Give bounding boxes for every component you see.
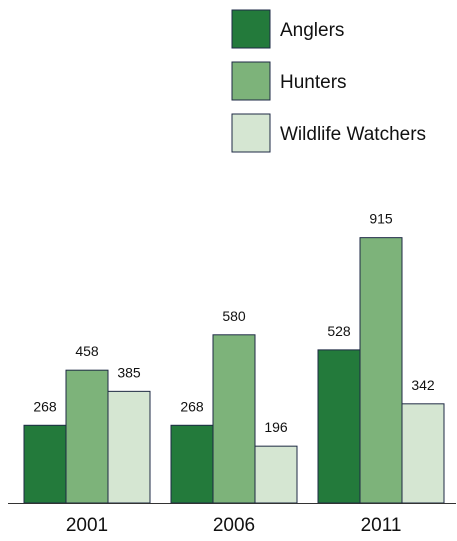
legend-swatch-wildlife-watchers (231, 113, 271, 153)
data-label-hunters-2011: 915 (369, 211, 393, 227)
data-label-anglers-2001: 268 (33, 398, 57, 414)
legend-label-hunters: Hunters (280, 72, 347, 93)
bar-anglers-2001 (23, 424, 67, 504)
x-tick-label-2006: 2006 (213, 515, 255, 536)
bar-wildlife-watchers-2006 (254, 445, 298, 504)
data-label-anglers-2011: 528 (327, 323, 351, 339)
bar-anglers-2006 (170, 424, 214, 504)
x-tick-label-2011: 2011 (361, 515, 402, 536)
legend: Anglers Hunters Wildlife Watchers (231, 9, 426, 153)
data-label-hunters-2006: 580 (222, 308, 246, 324)
data-label-wildlife-watchers-2001: 385 (117, 364, 141, 380)
data-label-hunters-2001: 458 (75, 343, 99, 359)
bar-hunters-2001 (65, 369, 109, 504)
bar-hunters-2006 (212, 334, 256, 504)
data-labels: 268 458 385 268 580 196 528 915 342 (33, 211, 435, 436)
bar-wildlife-watchers-2011 (401, 403, 445, 504)
plot-area (23, 237, 445, 504)
legend-swatch-hunters (231, 61, 271, 101)
legend-swatch-anglers (231, 9, 271, 49)
data-label-anglers-2006: 268 (180, 398, 204, 414)
bar-anglers-2011 (317, 349, 361, 504)
x-tick-label-2001: 2001 (66, 515, 108, 536)
legend-label-wildlife-watchers: Wildlife Watchers (280, 124, 426, 145)
legend-label-anglers: Anglers (280, 20, 344, 41)
data-label-wildlife-watchers-2011: 342 (411, 377, 435, 393)
bar-hunters-2011 (359, 237, 403, 504)
bar-wildlife-watchers-2001 (107, 390, 151, 504)
data-label-wildlife-watchers-2006: 196 (264, 419, 288, 435)
x-axis-tick-labels: 2001 2006 2011 (66, 515, 402, 536)
